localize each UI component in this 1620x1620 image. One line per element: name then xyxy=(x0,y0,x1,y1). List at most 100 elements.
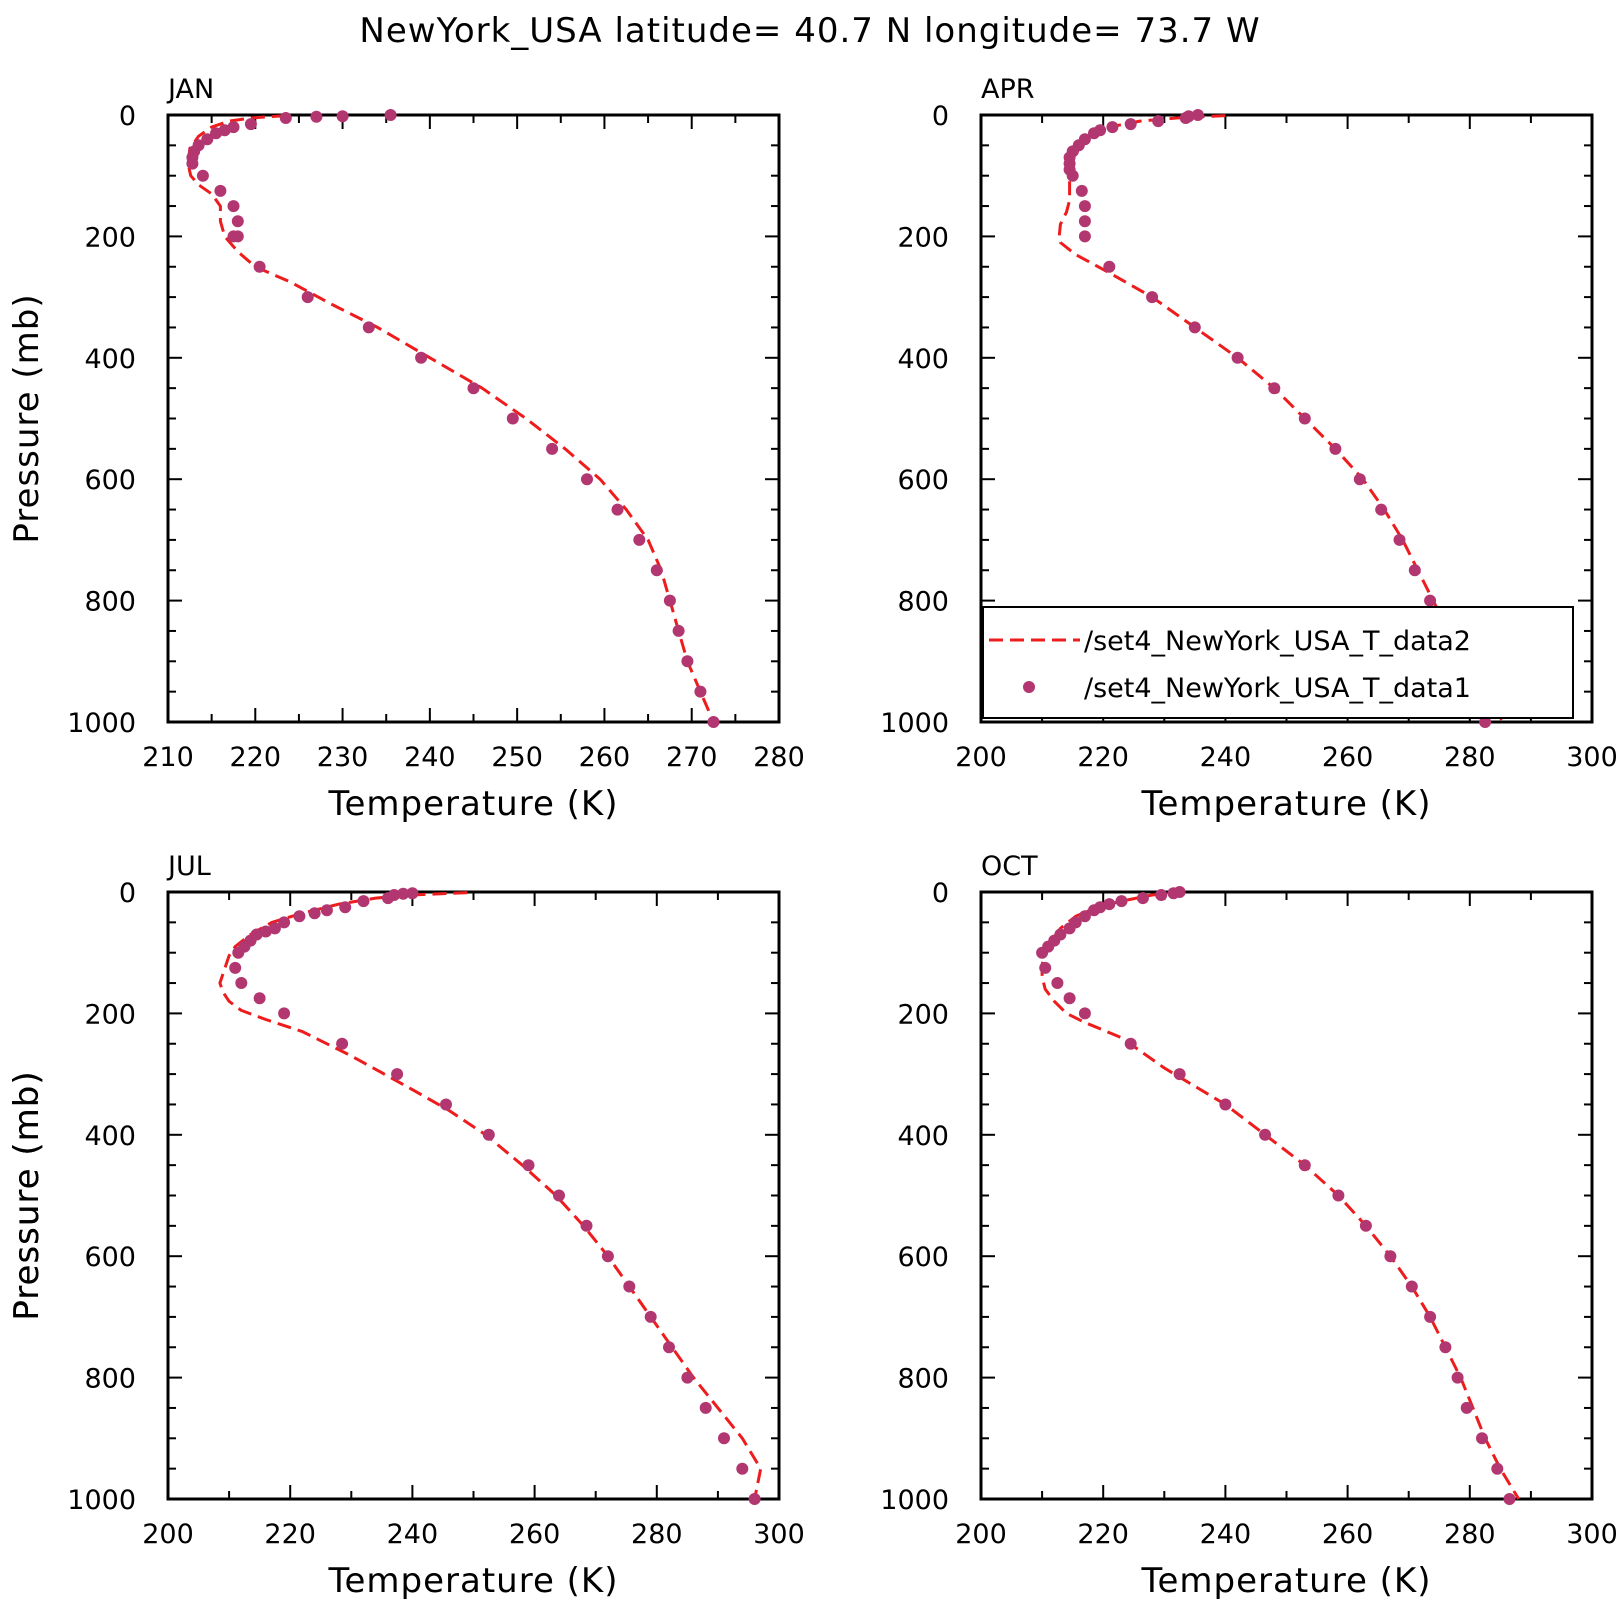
x-tick-label: 260 xyxy=(1322,1519,1374,1550)
data-point-data1 xyxy=(1039,961,1052,974)
data-point-data1 xyxy=(1124,1037,1137,1050)
x-axis-label: Temperature (K) xyxy=(1140,784,1431,824)
y-tick-label: 400 xyxy=(84,1121,136,1152)
data-point-data1 xyxy=(382,892,394,905)
data-point-data1 xyxy=(1078,910,1091,923)
data-point-data1 xyxy=(384,109,397,121)
data-point-data1 xyxy=(186,157,199,170)
figure-title: NewYork_USA latitude= 40.7 N longitude= … xyxy=(359,11,1260,51)
data-point-data1 xyxy=(196,169,209,182)
data-point-data1 xyxy=(506,412,519,425)
legend: /set4_NewYork_USA_T_data2 /set4_NewYork_… xyxy=(982,606,1574,719)
data-point-data1 xyxy=(1359,1219,1372,1232)
panel-jul: JUL 200 220 240 260 280 300 0 200 400 600 800 1000 Te… xyxy=(7,851,805,1601)
data-point-data1 xyxy=(467,382,480,395)
data-point-data1 xyxy=(650,564,663,577)
data-point-data1 xyxy=(546,442,559,455)
data-point-data1 xyxy=(581,473,593,486)
data-point-data1 xyxy=(301,291,314,304)
legend-marker-label: /set4_NewYork_USA_T_data1 xyxy=(1084,673,1471,704)
x-tick-label: 300 xyxy=(1566,1519,1618,1550)
data-point-data1 xyxy=(1298,412,1311,425)
data-point-data1 xyxy=(293,910,306,923)
plot-frame-oct xyxy=(979,890,1594,1501)
data-point-data1 xyxy=(736,1462,749,1475)
data-point-data1 xyxy=(1088,904,1100,917)
data-point-data1 xyxy=(1078,1007,1091,1020)
y-axis-label: Pressure (mb) xyxy=(7,1070,47,1320)
data-point-data1 xyxy=(522,1159,535,1172)
y-tick-label: 600 xyxy=(897,1242,949,1273)
data-point-data1 xyxy=(253,260,266,273)
x-tick-label: 260 xyxy=(1322,742,1374,773)
data-point-data1 xyxy=(1078,200,1091,213)
x-tick-label: 220 xyxy=(264,1519,316,1550)
panel-label-apr: APR xyxy=(981,74,1035,105)
data-point-data1 xyxy=(1103,260,1116,273)
data-point-data1 xyxy=(601,1250,614,1263)
data-point-data1 xyxy=(235,977,248,989)
series-line-data2 xyxy=(1040,891,1520,1500)
panel-label-jul: JUL xyxy=(166,851,211,882)
series-line-data2 xyxy=(218,891,763,1500)
data-point-data1 xyxy=(1491,1462,1504,1475)
data-point-data1 xyxy=(633,533,646,546)
data-point-data1 xyxy=(1460,1401,1473,1414)
data-point-data1 xyxy=(1329,442,1342,455)
y-tick-label: 600 xyxy=(84,465,136,496)
y-tick-label: 1000 xyxy=(880,708,949,739)
data-point-data1 xyxy=(231,215,244,228)
y-tick-label: 0 xyxy=(119,101,136,132)
data-point-data1 xyxy=(718,1432,730,1445)
data-point-data1 xyxy=(1063,992,1076,1005)
x-tick-label: 280 xyxy=(1444,1519,1496,1550)
data-point-data1 xyxy=(694,685,707,698)
x-tick-label: 200 xyxy=(142,1519,194,1550)
y-tick-label: 800 xyxy=(897,1364,949,1395)
data-point-data1 xyxy=(279,112,292,124)
data-point-data1 xyxy=(1405,1280,1418,1293)
y-tick-label: 1000 xyxy=(67,708,136,739)
x-tick-label: 210 xyxy=(142,742,194,773)
data-point-data1 xyxy=(1136,892,1149,905)
data-point-data1 xyxy=(1167,887,1180,900)
data-point-data1 xyxy=(1124,118,1137,131)
x-tick-label: 200 xyxy=(955,742,1007,773)
data-point-data1 xyxy=(1106,121,1119,134)
data-point-data1 xyxy=(1408,564,1421,577)
y-tick-label: 200 xyxy=(897,999,949,1030)
data-point-data1 xyxy=(278,1007,291,1020)
data-point-data1 xyxy=(1078,215,1091,228)
data-point-data1 xyxy=(663,1341,675,1354)
y-tick-label: 400 xyxy=(897,344,949,375)
y-tick-label: 600 xyxy=(897,465,949,496)
y-tick-label: 600 xyxy=(84,1242,136,1273)
x-tick-label: 300 xyxy=(1566,742,1618,773)
data-point-data1 xyxy=(397,887,410,900)
data-point-data1 xyxy=(1188,321,1201,334)
panel-label-jan: JAN xyxy=(166,74,214,105)
data-point-data1 xyxy=(1051,977,1064,989)
y-tick-label: 1000 xyxy=(67,1485,136,1516)
x-tick-label: 280 xyxy=(753,742,805,773)
panel-apr: APR 200 220 240 260 280 300 0 200 400 600 800 1000 Te… xyxy=(880,74,1617,824)
panel-jan: JAN 210 220 230 240 250 260 270 280 0 200 400 600 800… xyxy=(7,74,805,824)
data-point-data1 xyxy=(1179,112,1192,124)
data-point-data1 xyxy=(1503,1493,1516,1505)
data-point-data1 xyxy=(1155,889,1168,901)
panels: JAN 210 220 230 240 250 260 270 280 0 200 400 600 800… xyxy=(7,74,1618,1601)
data-point-data1 xyxy=(227,200,240,213)
y-tick-label: 200 xyxy=(84,999,136,1030)
x-axis-label: Temperature (K) xyxy=(327,784,618,824)
data-point-data1 xyxy=(214,184,227,197)
data-point-data1 xyxy=(1231,351,1244,364)
data-point-data1 xyxy=(553,1189,565,1202)
data-point-data1 xyxy=(320,904,333,917)
data-point-data1 xyxy=(699,1401,712,1414)
x-tick-label: 300 xyxy=(753,1519,805,1550)
y-axis-label: Pressure (mb) xyxy=(7,1070,47,1320)
y-tick-label: 1000 xyxy=(880,1485,949,1516)
data-point-data1 xyxy=(1075,184,1088,197)
data-point-data1 xyxy=(310,110,323,123)
data-point-data1 xyxy=(278,916,291,929)
